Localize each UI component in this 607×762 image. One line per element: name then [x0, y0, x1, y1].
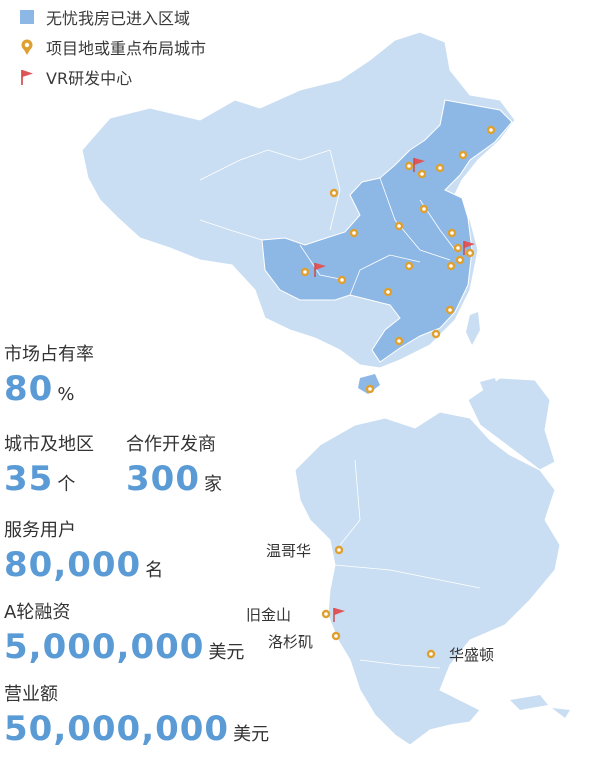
stat-users: 服务用户 80,000 名	[4, 520, 163, 584]
pin-icon	[329, 188, 339, 198]
pin-icon	[321, 609, 331, 619]
stat-market-share: 市场占有率 80 %	[4, 344, 94, 408]
pin-icon	[431, 329, 441, 339]
pin-icon	[331, 631, 341, 641]
stat-label: 市场占有率	[4, 344, 94, 365]
stat-unit: 名	[145, 560, 164, 581]
covered-swatch-icon	[20, 10, 34, 24]
pin-icon	[455, 255, 465, 265]
stat-value: 50,000,000	[4, 709, 230, 749]
pin-icon	[394, 336, 404, 346]
stat-label: 合作开发商	[126, 434, 216, 455]
stat-cities: 城市及地区 35 个	[4, 434, 94, 498]
pin-icon	[486, 125, 496, 135]
pin-icon	[349, 228, 359, 238]
pin-icon	[447, 228, 457, 238]
pin-icon	[334, 545, 344, 555]
stat-value: 300	[126, 459, 200, 499]
stat-unit: 家	[203, 474, 222, 495]
legend-covered: 无忧我房已进入区域	[20, 2, 206, 32]
pin-icon	[446, 261, 456, 271]
stat-value: 5,000,000	[4, 627, 205, 667]
pin-icon	[417, 169, 427, 179]
stat-value: 80,000	[4, 545, 142, 585]
map-legend: 无忧我房已进入区域 项目地或重点布局城市 VR研发中心	[20, 2, 206, 92]
north-america-map	[294, 377, 570, 746]
pin-icon	[465, 248, 475, 258]
city-label-vancouver: 温哥华	[266, 542, 312, 560]
pin-icon	[394, 221, 404, 231]
pin-icon	[337, 275, 347, 285]
stat-unit: 美元	[208, 642, 245, 663]
stat-revenue: 营业额 50,000,000 美元	[4, 684, 269, 748]
legend-rd-center-label: VR研发中心	[46, 69, 133, 88]
pin-icon	[383, 287, 393, 297]
pin-icon	[404, 261, 414, 271]
pin-icon	[435, 163, 445, 173]
stat-label: 服务用户	[4, 520, 76, 541]
city-label-san-francisco: 旧金山	[246, 606, 292, 624]
stat-developers: 合作开发商 300 家	[126, 434, 222, 498]
city-label-los-angeles: 洛杉矶	[268, 633, 314, 651]
stat-unit: 美元	[233, 724, 270, 745]
stat-value: 35	[4, 459, 54, 499]
na-borders	[334, 459, 481, 669]
stat-value: 80	[4, 369, 54, 409]
pin-icon	[21, 39, 33, 55]
na-base-region	[294, 411, 561, 746]
stat-unit: %	[57, 384, 75, 405]
legend-rd-center: VR研发中心	[20, 62, 206, 92]
stat-label: A轮融资	[4, 602, 71, 623]
pin-icon	[445, 305, 455, 315]
city-label-washington: 华盛顿	[449, 646, 495, 664]
pin-icon	[458, 150, 468, 160]
pin-icon	[365, 384, 375, 394]
hainan	[358, 374, 380, 394]
pin-icon	[404, 161, 414, 171]
pin-icon	[426, 649, 436, 659]
china-covered-region	[261, 99, 513, 363]
stat-unit: 个	[57, 474, 76, 495]
stat-funding: A轮融资 5,000,000 美元	[4, 602, 244, 666]
greenland	[467, 377, 556, 471]
legend-project-city-label: 项目地或重点布局城市	[46, 39, 207, 58]
stat-label: 营业额	[4, 684, 58, 705]
pin-icon	[419, 204, 429, 214]
pin-icon	[300, 267, 310, 277]
flag-icon	[21, 70, 33, 85]
pin-icon	[453, 243, 463, 253]
stat-label: 城市及地区	[4, 434, 94, 455]
legend-covered-label: 无忧我房已进入区域	[46, 9, 191, 28]
taiwan	[466, 312, 480, 345]
legend-project-city: 项目地或重点布局城市	[20, 32, 206, 62]
